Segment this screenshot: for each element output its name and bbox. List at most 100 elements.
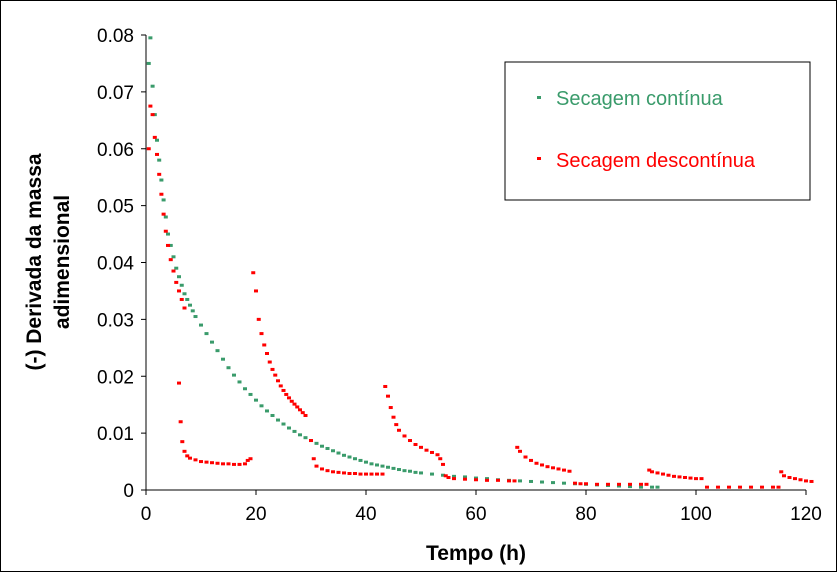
data-point [331, 470, 335, 474]
data-point [163, 229, 168, 233]
data-point [168, 243, 173, 247]
data-point [177, 289, 181, 293]
data-point [435, 453, 440, 457]
data-point [738, 485, 742, 489]
data-point [171, 255, 176, 259]
data-point [529, 458, 533, 462]
data-point [270, 367, 275, 371]
data-point [716, 485, 720, 489]
data-point [644, 482, 649, 486]
series-descontinua [146, 104, 814, 489]
data-point [617, 484, 621, 488]
data-point [150, 84, 155, 88]
data-point [380, 464, 385, 468]
data-point [161, 198, 166, 202]
y-tick-label: 0.07 [97, 83, 134, 104]
data-point [182, 306, 187, 310]
data-point [281, 422, 286, 426]
data-point [174, 280, 179, 284]
data-point [518, 479, 522, 483]
data-point [199, 323, 203, 327]
data-point [391, 466, 396, 470]
data-point [178, 420, 183, 424]
data-point [694, 477, 698, 481]
data-point [157, 158, 162, 162]
data-point [512, 479, 517, 483]
data-point [804, 479, 808, 483]
data-point [204, 460, 209, 464]
data-point [177, 275, 181, 279]
data-point [262, 343, 267, 347]
data-point [243, 387, 247, 391]
data-point [551, 466, 555, 470]
data-point [562, 468, 566, 472]
data-point [666, 473, 671, 477]
data-point [776, 485, 781, 489]
data-point [534, 461, 539, 465]
data-point [159, 178, 164, 182]
data-point [369, 462, 374, 466]
data-point [193, 315, 198, 319]
data-point [289, 399, 294, 403]
y-tick-label: 0.02 [97, 367, 134, 388]
data-point [215, 461, 220, 465]
data-point [397, 428, 401, 432]
data-point [452, 474, 456, 478]
y-tick-label: 0.06 [97, 140, 134, 161]
data-point [267, 360, 272, 364]
data-point [771, 485, 775, 489]
data-point [232, 462, 236, 466]
data-point [182, 292, 187, 296]
data-point [540, 463, 544, 467]
data-point [237, 462, 242, 466]
data-point [168, 258, 173, 262]
data-point [284, 392, 289, 396]
y-tick-label: 0.05 [97, 197, 134, 218]
data-point [474, 478, 478, 482]
data-point [699, 477, 704, 481]
data-point [388, 406, 393, 410]
data-point [342, 453, 346, 457]
data-point [309, 439, 313, 443]
data-point [292, 429, 297, 433]
data-point [485, 478, 489, 482]
data-point [793, 477, 797, 481]
data-point [155, 138, 159, 142]
data-point [179, 297, 184, 301]
x-tick-label: 20 [245, 504, 266, 525]
data-point [270, 413, 275, 417]
data-point [438, 457, 443, 461]
data-point [391, 415, 396, 419]
data-points-layer [146, 36, 814, 489]
data-point [353, 457, 357, 461]
y-tick-label: 0 [123, 481, 134, 502]
data-point [276, 379, 280, 383]
data-point [180, 440, 185, 444]
data-point [163, 215, 168, 219]
data-point [193, 458, 198, 462]
data-point [402, 434, 407, 438]
data-point [358, 458, 363, 462]
x-tick-label: 0 [141, 504, 152, 525]
series-continua [146, 36, 660, 489]
data-point [303, 413, 308, 417]
x-tick-label: 120 [790, 504, 822, 525]
data-point [259, 404, 264, 408]
data-point [226, 366, 231, 370]
data-point [639, 485, 643, 489]
data-point [567, 469, 572, 473]
data-point [298, 433, 302, 437]
data-point [386, 394, 390, 398]
data-point [650, 470, 654, 474]
data-point [254, 289, 258, 293]
data-point [523, 455, 528, 459]
data-point [287, 396, 291, 400]
data-point [787, 475, 792, 479]
data-point [287, 426, 291, 430]
data-point [157, 172, 162, 176]
data-point [245, 458, 250, 462]
data-point [540, 480, 544, 484]
data-point [256, 317, 261, 321]
data-point [474, 476, 478, 480]
